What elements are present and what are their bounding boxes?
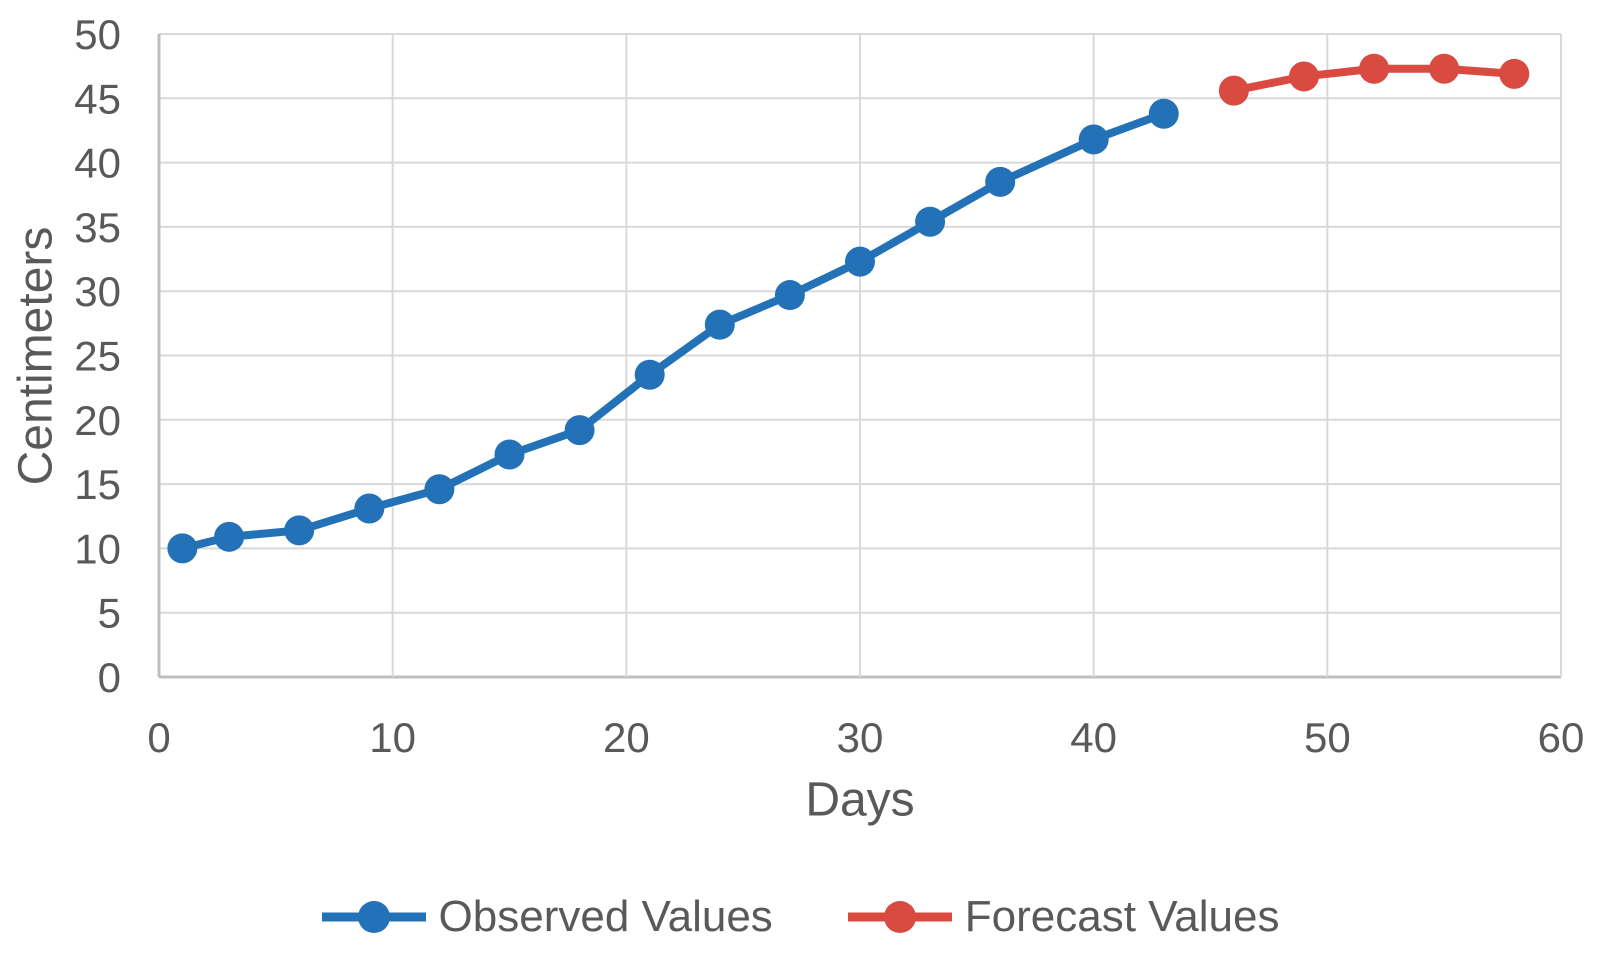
y-tick-label-25: 25 xyxy=(74,333,121,380)
data-point-observed-values-day-12 xyxy=(424,474,455,505)
x-tick-label-0: 0 xyxy=(147,714,170,761)
x-tick-label-20: 20 xyxy=(603,714,650,761)
data-point-observed-values-day-15 xyxy=(494,439,525,470)
legend-swatch-observed xyxy=(321,901,426,933)
y-tick-label-35: 35 xyxy=(74,204,121,251)
data-point-observed-values-day-40 xyxy=(1078,124,1109,155)
data-point-observed-values-day-33 xyxy=(915,206,946,237)
y-tick-label-30: 30 xyxy=(74,268,121,315)
y-tick-label-5: 5 xyxy=(98,590,121,637)
y-tick-label-0: 0 xyxy=(98,654,121,701)
legend-item-observed: Observed Values xyxy=(319,892,773,942)
legend-label-forecast: Forecast Values xyxy=(964,892,1280,941)
x-tick-label-50: 50 xyxy=(1304,714,1351,761)
x-tick-label-10: 10 xyxy=(369,714,416,761)
y-tick-label-15: 15 xyxy=(74,461,121,508)
data-point-observed-values-day-1 xyxy=(167,533,198,564)
data-point-forecast-values-day-55 xyxy=(1429,53,1460,84)
legend-item-forecast: Forecast Values xyxy=(845,892,1280,942)
y-tick-label-45: 45 xyxy=(74,75,121,122)
data-point-observed-values-day-6 xyxy=(284,515,315,546)
data-point-observed-values-day-27 xyxy=(774,280,805,311)
x-axis-title: Days xyxy=(805,773,915,827)
x-tick-label-60: 60 xyxy=(1538,714,1585,761)
legend-label-observed: Observed Values xyxy=(438,892,773,941)
data-point-observed-values-day-24 xyxy=(704,309,735,340)
y-tick-label-20: 20 xyxy=(74,397,121,444)
data-point-observed-values-day-9 xyxy=(354,493,385,524)
data-point-observed-values-day-18 xyxy=(564,415,595,446)
data-point-observed-values-day-3 xyxy=(214,521,245,552)
data-point-observed-values-day-30 xyxy=(845,246,875,277)
data-point-observed-values-day-36 xyxy=(985,166,1016,197)
legend-marker-forecast-icon xyxy=(883,901,916,933)
data-point-forecast-values-day-58 xyxy=(1499,58,1530,89)
legend-swatch-forecast xyxy=(847,901,952,933)
data-point-forecast-values-day-52 xyxy=(1359,53,1390,84)
y-tick-label-40: 40 xyxy=(74,140,121,187)
legend-marker-observed-icon xyxy=(357,901,390,933)
x-tick-label-30: 30 xyxy=(837,714,884,761)
x-tick-label-40: 40 xyxy=(1070,714,1117,761)
y-tick-label-50: 50 xyxy=(74,11,121,58)
y-axis-title: Centimeters xyxy=(9,226,63,486)
legend: Observed Values Forecast Values xyxy=(0,892,1598,942)
data-point-forecast-values-day-49 xyxy=(1288,61,1319,92)
data-point-forecast-values-day-46 xyxy=(1218,75,1249,106)
y-tick-label-10: 10 xyxy=(74,525,121,572)
data-point-observed-values-day-21 xyxy=(634,359,665,390)
data-point-observed-values-day-43 xyxy=(1148,98,1179,129)
